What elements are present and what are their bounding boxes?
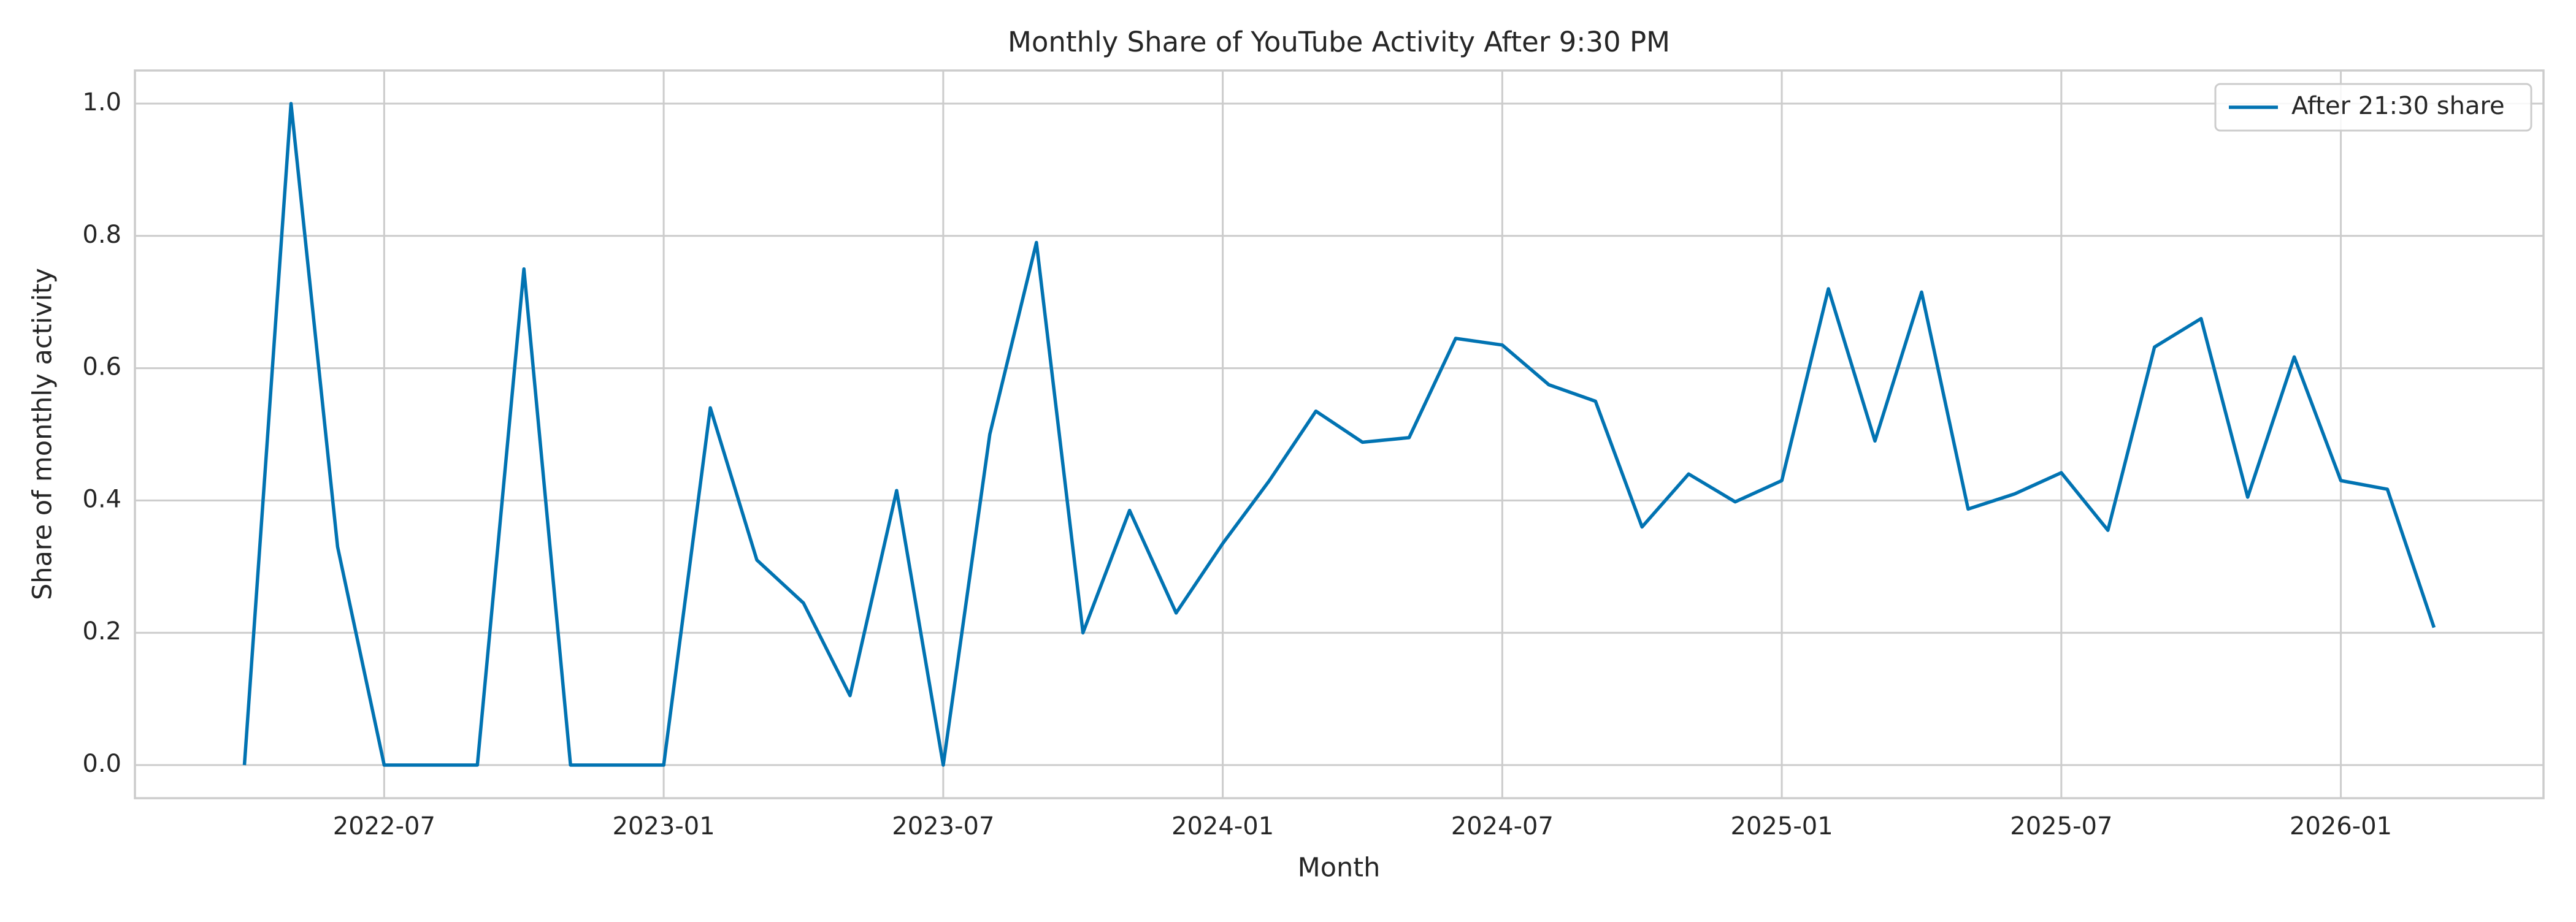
x-tick-label: 2025-01: [1731, 812, 1833, 840]
x-tick-label: 2023-01: [613, 812, 715, 840]
x-tick-label: 2024-01: [1171, 812, 1274, 840]
y-tick-label: 0.2: [82, 617, 121, 646]
x-tick-label: 2025-07: [2010, 812, 2112, 840]
plot-frame: [134, 69, 2545, 799]
y-tick-label: 0.6: [82, 353, 121, 381]
y-tick-label: 1.0: [82, 88, 121, 116]
x-tick-label: 2023-07: [892, 812, 994, 840]
x-tick-label: 2022-07: [333, 812, 435, 840]
y-tick-label: 0.8: [82, 221, 121, 249]
x-tick-label: 2024-07: [1451, 812, 1554, 840]
y-axis-label: Share of monthly activity: [28, 268, 58, 600]
x-tick-label: 2026-01: [2290, 812, 2392, 840]
data-line: [242, 102, 2436, 767]
legend-box: [2214, 83, 2532, 132]
legend-label: After 21:30 share: [2291, 92, 2505, 120]
y-tick-label: 0.4: [82, 485, 121, 513]
legend: After 21:30 share: [2214, 83, 2532, 132]
chart-title: Monthly Share of YouTube Activity After …: [1008, 26, 1670, 58]
y-tick-label: 0.0: [82, 750, 121, 778]
x-axis-label: Month: [1298, 853, 1381, 883]
